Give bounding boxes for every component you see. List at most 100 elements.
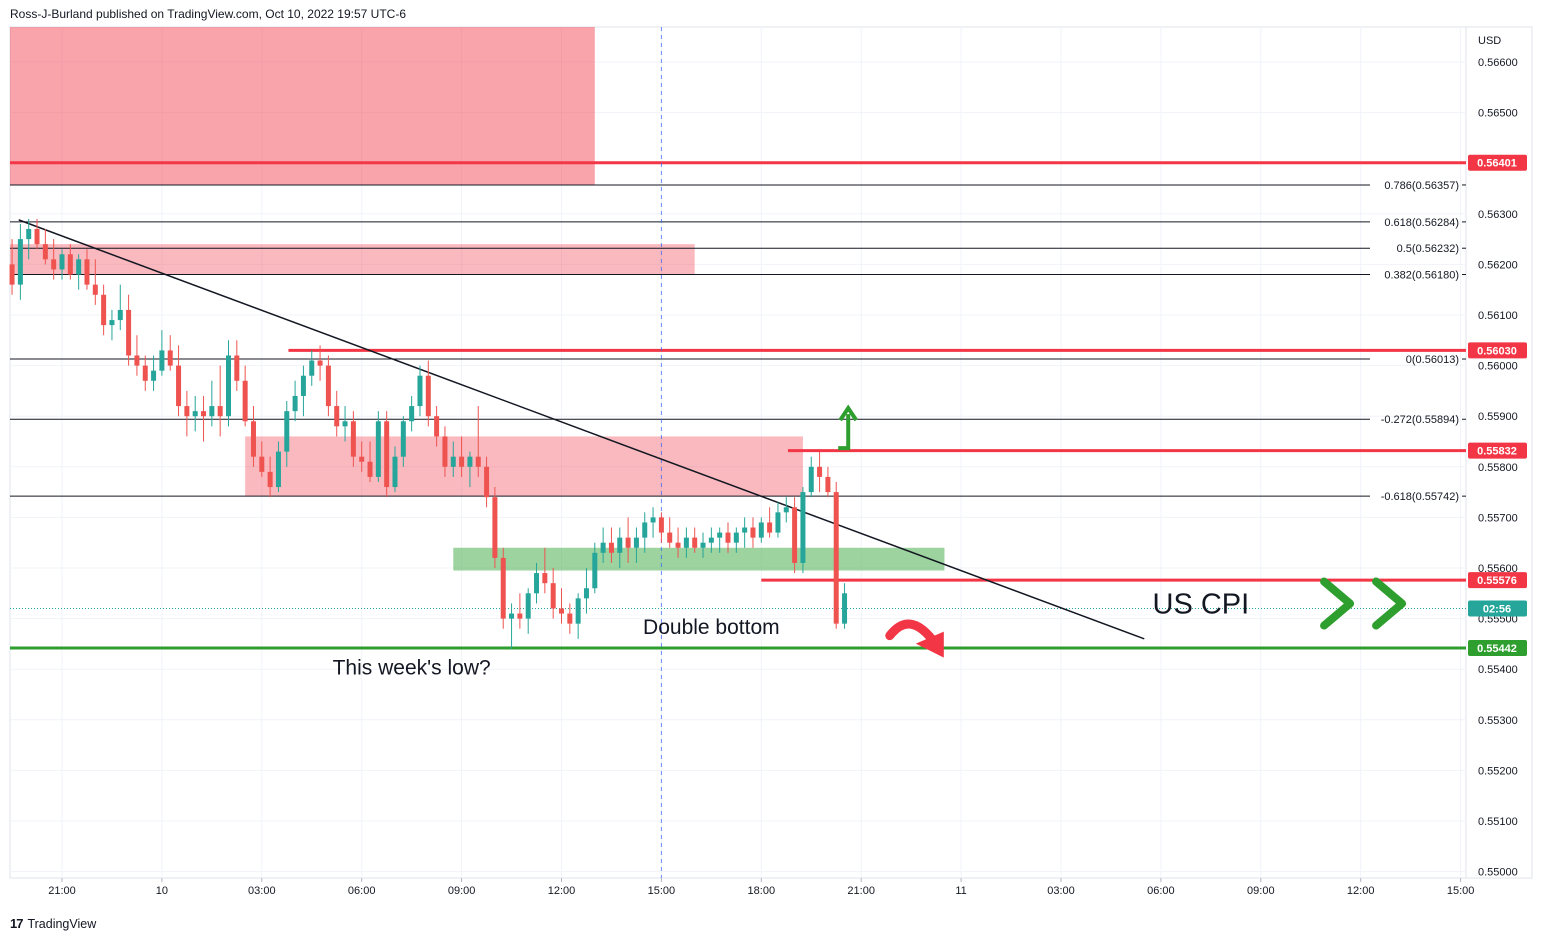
candle [817,451,823,493]
candle-body [417,375,423,407]
time-tick-label: 03:00 [1047,885,1075,897]
candle [442,426,448,477]
candle-body [583,588,589,599]
candle [284,401,290,467]
candle [683,527,689,558]
candle-body [17,239,23,285]
tradingview-logo[interactable]: 17 TradingView [10,916,96,931]
candle [800,487,806,574]
candle [425,360,431,427]
price-tick-label: 0.56200 [1478,259,1518,271]
candle [592,542,598,594]
chart-attribution: Ross-J-Burland published on TradingView.… [10,7,406,21]
axes: 0.56600 0.56500 0.56300 0.56200 0.56100 0.560… [48,35,1527,897]
candle-body [617,537,623,553]
candle-body [384,421,390,488]
candle-body [700,542,706,548]
candle-body [76,259,82,275]
candle-body [26,228,32,240]
candle [642,512,648,553]
candle-body [284,411,290,452]
candle-body [467,456,473,467]
candle [775,502,781,538]
candle-body [334,406,340,427]
candle-body [517,613,523,619]
candle [334,390,340,437]
candle-body [783,507,789,513]
candle [617,527,623,568]
candle [534,562,540,604]
candle-body [500,557,506,619]
candle-body [725,532,731,543]
candle [84,249,90,290]
candle [92,259,98,305]
time-tick-label: 10 [156,885,168,897]
candle [259,441,265,477]
candle-body [708,537,714,543]
price-badge [1468,154,1527,171]
candle-body [833,492,839,624]
candle-body [434,416,440,437]
price-tick-label: 0.56500 [1478,108,1518,120]
candle-body [342,421,348,427]
candle [250,406,256,467]
candle [34,218,40,250]
price-badge [1468,342,1527,359]
candle-body [317,360,323,366]
candle [384,411,390,498]
price-tick-label: 0.55200 [1478,765,1518,777]
time-tick-label: 12:00 [548,885,576,897]
candle [434,406,440,447]
candle [742,517,748,548]
candle [450,441,456,477]
fib-level-label: -0.618(0.55742) [1381,491,1459,503]
annotation-us-cpi: US CPI [1153,589,1250,621]
fib-level-label: 0.618(0.56284) [1384,217,1459,229]
candle-body [367,461,373,477]
price-tick-label: 0.56100 [1478,310,1518,322]
candle [392,446,398,493]
candle-body [250,421,256,457]
candle [359,441,365,472]
candle [42,228,48,265]
candle [184,390,190,437]
candle [459,436,465,477]
candle-body [692,537,698,548]
candle-body [51,259,57,270]
candle [792,497,798,574]
time-tick-label: 03:00 [248,885,276,897]
candle [758,517,764,543]
candle [9,239,15,295]
candle [309,350,315,386]
candle [525,588,531,634]
time-tick-label: 18:00 [748,885,776,897]
candle-body [9,264,15,285]
candle [134,335,140,376]
annotation-weeks-low: This week's low? [333,656,491,679]
candle [692,527,698,553]
candle-body [259,456,265,472]
price-tick-label: 0.56300 [1478,209,1518,221]
candle-body [392,456,398,488]
candle-body [176,365,182,407]
candle-body [567,613,573,624]
fib-retracement: 0.786(0.56357) 0.618(0.56284) 0.5(0.56232)… [10,180,1466,503]
price-badge [1468,442,1527,459]
candle [825,466,831,498]
candle-body [242,380,248,422]
candle [367,441,373,482]
candle-body [142,365,148,381]
candle-body [733,532,739,543]
time-tick-label: 21:00 [847,885,875,897]
price-tick-label: 0.55400 [1478,664,1518,676]
candle-body [117,309,123,321]
candle [550,568,556,619]
candle [17,223,23,300]
candle [292,380,298,422]
candle-body [267,471,273,488]
candle-body [475,456,481,467]
up-arrow-icon [838,404,858,451]
candle-body [34,228,40,245]
candle [350,411,356,467]
